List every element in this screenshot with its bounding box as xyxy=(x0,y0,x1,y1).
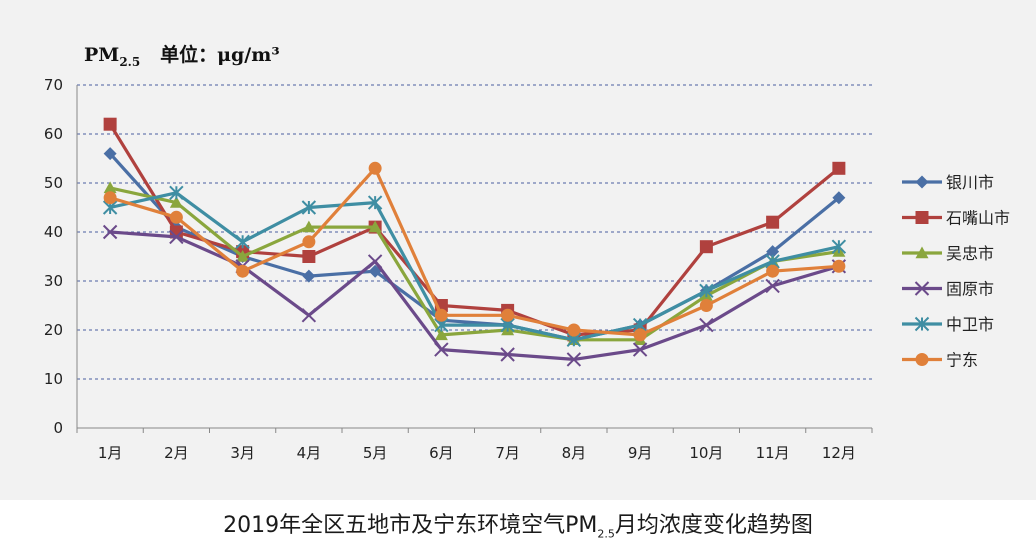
caption-prefix: 2019年全区五地市及宁东环境空气PM xyxy=(223,513,598,538)
data-point xyxy=(169,196,183,208)
data-point xyxy=(302,269,316,283)
series-line xyxy=(108,123,840,337)
y-tick-label: 70 xyxy=(44,76,63,94)
legend-marker xyxy=(915,246,929,259)
data-point xyxy=(699,240,713,254)
legend-label: 中卫市 xyxy=(946,315,994,334)
line-chart: 0 10 20 30 40 50 60 70 1月 2月 3月 4月 5月 6月 7月 8月 9月 10月 11月 1… xyxy=(44,76,1010,462)
legend-label: 固原市 xyxy=(946,280,994,299)
data-point xyxy=(301,200,317,215)
x-tick-label: 12月 xyxy=(822,444,856,462)
unit-text: 单位：μg/m³ xyxy=(160,44,280,66)
data-point xyxy=(368,161,382,175)
data-point xyxy=(831,239,847,254)
legend-label: 银川市 xyxy=(946,173,994,192)
x-tick-label: 6月 xyxy=(429,444,454,462)
caption-suffix: 月均浓度变化趋势图 xyxy=(614,513,813,538)
data-point xyxy=(102,224,118,240)
legend-marker xyxy=(914,281,930,296)
x-tick-label: 5月 xyxy=(363,444,388,462)
data-point xyxy=(169,229,184,245)
data-point xyxy=(301,308,317,323)
x-tick-label: 10月 xyxy=(689,444,723,462)
series-line xyxy=(109,191,840,342)
legend-marker xyxy=(914,316,930,332)
data-point xyxy=(699,317,714,333)
unit-label: PM2.5 单位：μg/m³ xyxy=(84,40,280,69)
caption-subscript: 2.5 xyxy=(597,527,615,541)
chart-area: PM2.5 单位：μg/m³ 0 10 20 30 40 50 60 70 1月 2月 3月 4月 5月… xyxy=(0,0,1036,500)
x-tick-label: 2月 xyxy=(164,444,189,462)
data-point xyxy=(103,191,117,205)
data-point xyxy=(434,308,448,322)
y-tick-label: 20 xyxy=(44,321,63,339)
data-point xyxy=(236,264,250,278)
y-tick-label: 60 xyxy=(44,125,63,143)
data-point xyxy=(302,250,316,263)
data-point xyxy=(501,308,515,322)
data-point xyxy=(434,328,448,341)
data-point xyxy=(367,254,383,269)
legend-marker xyxy=(915,353,929,366)
data-point xyxy=(235,234,250,250)
x-tick-label: 7月 xyxy=(495,444,520,462)
y-tick-label: 0 xyxy=(53,419,63,437)
data-point xyxy=(103,181,117,194)
data-point xyxy=(103,147,117,161)
data-point xyxy=(169,210,183,224)
legend-marker xyxy=(915,211,929,224)
legend-label: 宁东 xyxy=(946,351,978,370)
x-tick-label: 4月 xyxy=(297,444,322,462)
x-tick-label: 9月 xyxy=(628,444,653,462)
data-point xyxy=(832,161,846,175)
series-line xyxy=(109,166,839,337)
legend-label: 石嘴山市 xyxy=(946,209,1010,228)
legend-label: 吴忠市 xyxy=(946,244,994,263)
data-point xyxy=(765,278,780,294)
pm-text: PM xyxy=(84,44,120,66)
x-tick-label: 1月 xyxy=(98,444,123,462)
pm-subscript: 2.5 xyxy=(119,54,141,69)
data-point xyxy=(103,117,117,131)
y-tick-label: 40 xyxy=(44,223,63,241)
data-point xyxy=(566,352,582,367)
data-point xyxy=(500,347,515,362)
data-point xyxy=(367,195,383,210)
data-point xyxy=(169,185,184,201)
series-line xyxy=(109,186,840,342)
data-point xyxy=(766,215,780,229)
x-tick-label: 8月 xyxy=(562,444,587,462)
data-point xyxy=(633,328,647,342)
x-tick-label: 11月 xyxy=(756,444,790,462)
data-point xyxy=(302,220,316,233)
y-tick-label: 50 xyxy=(44,174,63,192)
chart-caption: 2019年全区五地市及宁东环境空气PM2.5月均浓度变化趋势图 xyxy=(0,502,1036,550)
data-point xyxy=(368,220,382,233)
data-point xyxy=(434,342,449,357)
data-point xyxy=(832,191,846,205)
y-tick-label: 30 xyxy=(44,272,63,290)
data-point xyxy=(632,342,648,357)
data-point xyxy=(302,235,316,249)
y-tick-label: 10 xyxy=(44,370,63,388)
data-point xyxy=(699,283,714,299)
data-point xyxy=(567,323,581,337)
data-point xyxy=(236,250,250,262)
data-point xyxy=(766,245,780,259)
x-tick-label: 3月 xyxy=(230,444,255,462)
data-point xyxy=(699,299,713,312)
legend-marker xyxy=(915,175,929,189)
data-point xyxy=(832,259,846,273)
data-point xyxy=(766,264,780,278)
